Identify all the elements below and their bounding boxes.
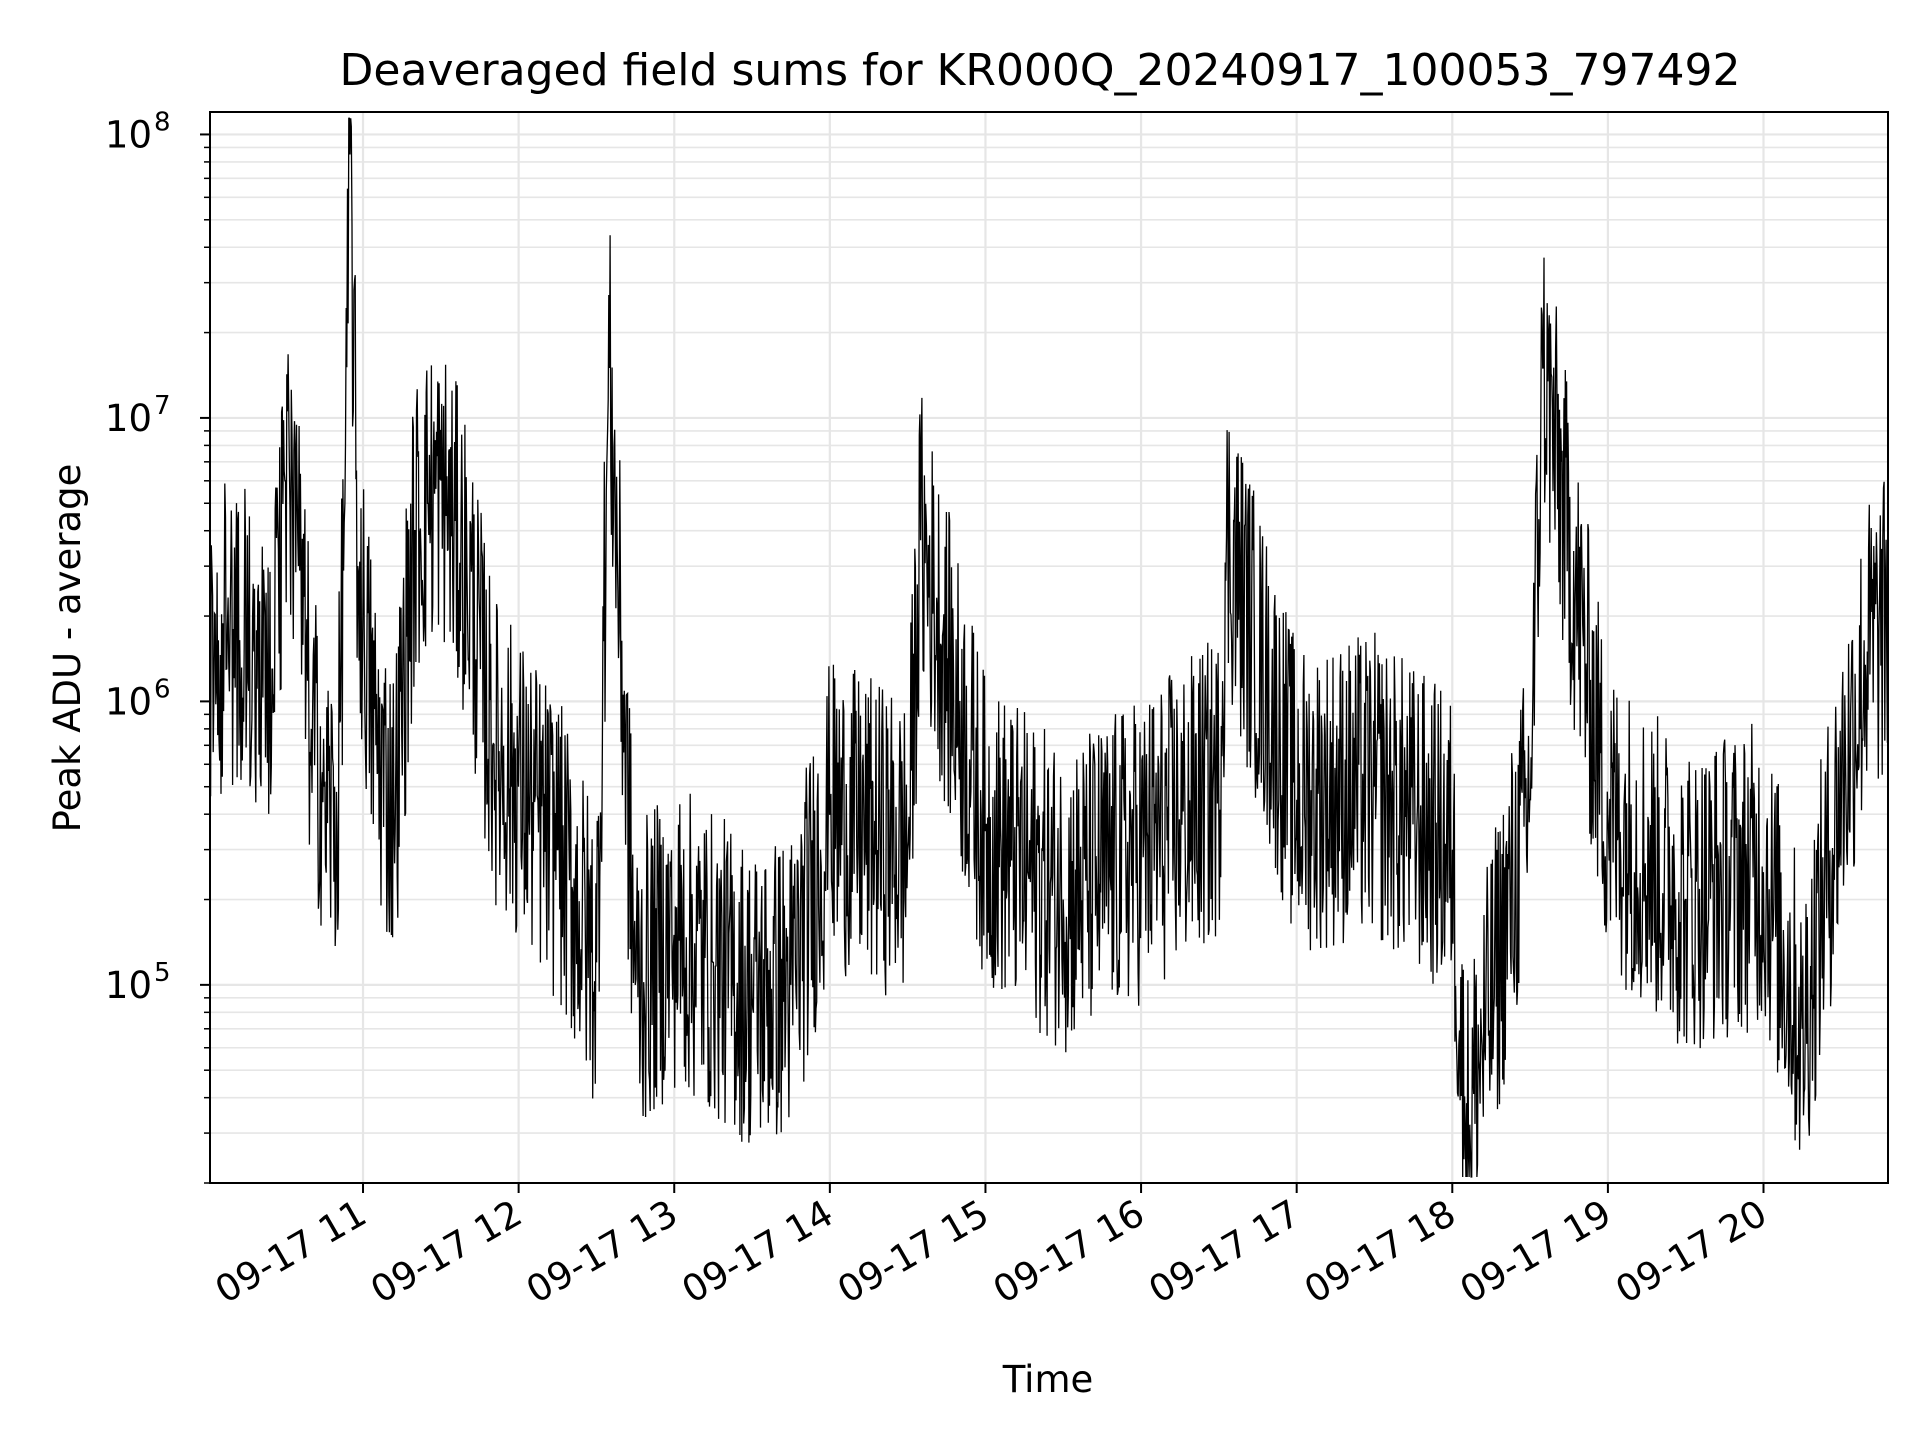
x-axis-label: Time	[1002, 1358, 1094, 1401]
plot-frame	[209, 111, 1889, 1184]
x-tick-label: 09-17 16	[986, 1192, 1152, 1312]
y-tick-label-exponent: 6	[154, 674, 171, 704]
y-axis-label: Peak ADU - average	[46, 464, 89, 833]
series-line	[209, 117, 1889, 1178]
y-tick-label: 10	[105, 680, 152, 723]
x-tick-label: 09-17 17	[1142, 1192, 1308, 1312]
y-tick-label: 10	[105, 964, 152, 1007]
y-tick-label: 10	[105, 113, 152, 156]
x-tick-label: 09-17 15	[830, 1192, 996, 1312]
x-tick-label: 09-17 18	[1297, 1192, 1463, 1312]
y-tick-label-exponent: 5	[154, 958, 171, 988]
x-tick-label: 09-17 20	[1608, 1192, 1774, 1312]
series-layer	[209, 117, 1889, 1178]
x-tick-label: 09-17 19	[1453, 1192, 1619, 1312]
x-tick-label: 09-17 12	[364, 1192, 530, 1312]
x-tick-label: 09-17 11	[208, 1192, 374, 1312]
y-tick-label-exponent: 7	[154, 391, 171, 421]
grid	[210, 112, 1888, 1184]
chart-title: Deaveraged field sums for KR000Q_2024091…	[340, 45, 1741, 96]
x-tick-label: 09-17 13	[519, 1192, 685, 1312]
y-tick-label: 10	[105, 397, 152, 440]
x-tick-label: 09-17 14	[675, 1192, 841, 1312]
y-tick-label-exponent: 8	[154, 107, 171, 137]
